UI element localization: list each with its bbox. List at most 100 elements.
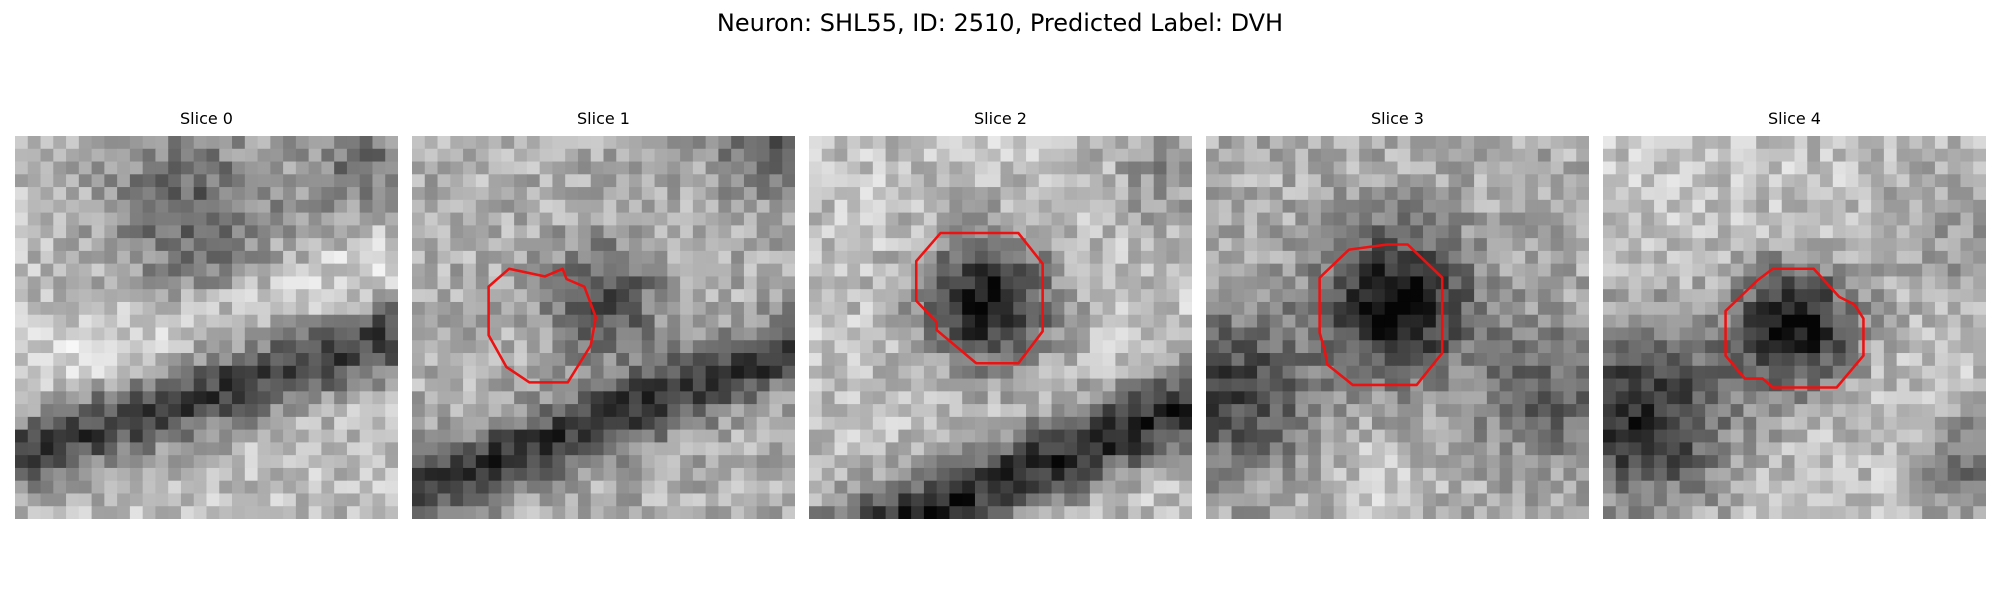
pixel: [692, 238, 707, 252]
pixel: [117, 327, 131, 341]
pixel: [974, 301, 989, 316]
pixel: [731, 289, 745, 303]
pixel: [1845, 250, 1859, 265]
pixel: [142, 161, 156, 175]
pixel: [680, 404, 694, 418]
pixel: [1768, 199, 1783, 214]
pixel: [1448, 327, 1462, 341]
pixel: [501, 467, 515, 482]
pixel: [1346, 391, 1360, 405]
pixel: [437, 391, 451, 405]
pixel: [1603, 416, 1617, 431]
pixel: [692, 378, 707, 392]
pixel: [680, 378, 694, 392]
pixel: [1807, 174, 1821, 188]
pixel: [463, 442, 477, 456]
pixel: [308, 314, 322, 329]
pixel: [1166, 391, 1180, 405]
pixel: [1346, 148, 1360, 163]
pixel: [1973, 480, 1986, 494]
pixel: [1960, 161, 1974, 175]
pixel: [1115, 404, 1129, 418]
pixel: [66, 404, 80, 418]
pixel: [1346, 429, 1360, 443]
pixel: [1768, 493, 1783, 507]
slice-title: Slice 4: [1768, 109, 1821, 128]
pixel: [1026, 314, 1040, 329]
pixel: [654, 327, 668, 341]
pixel: [1038, 455, 1053, 469]
pixel: [1166, 429, 1180, 443]
pixel: [53, 353, 67, 367]
pixel: [898, 314, 912, 329]
pixel: [1756, 327, 1770, 341]
pixel: [1499, 404, 1513, 418]
pixel: [1206, 391, 1220, 405]
pixel: [718, 225, 732, 239]
pixel: [1820, 263, 1834, 277]
pixel: [117, 187, 131, 201]
pixel: [155, 136, 169, 150]
pixel: [1537, 225, 1552, 239]
pixel: [1077, 263, 1091, 277]
pixel: [1781, 391, 1796, 405]
pixel: [1576, 493, 1589, 507]
pixel: [1666, 148, 1681, 163]
pixel: [987, 136, 1002, 150]
pixel: [1051, 480, 1065, 494]
pixel: [1038, 365, 1053, 380]
pixel: [1128, 365, 1142, 380]
pixel: [463, 327, 477, 341]
pixel: [488, 250, 502, 265]
pixel: [1282, 314, 1296, 329]
pixel: [244, 442, 259, 456]
pixel: [603, 493, 617, 507]
pixel: [821, 416, 836, 431]
pixel: [872, 148, 887, 163]
pixel: [1679, 263, 1693, 277]
pixel: [1410, 365, 1424, 380]
pixel: [257, 212, 271, 226]
pixel: [809, 187, 823, 201]
pixel: [206, 314, 220, 329]
pixel: [860, 161, 874, 175]
pixel: [1346, 416, 1360, 431]
pixel: [731, 353, 745, 367]
pixel: [1231, 187, 1245, 201]
pixel: [1666, 429, 1681, 443]
pixel: [539, 289, 553, 303]
pixel: [641, 250, 656, 265]
pixel: [565, 327, 579, 341]
pixel: [193, 391, 208, 405]
pixel: [321, 238, 335, 252]
pixel: [654, 225, 668, 239]
pixel: [463, 416, 477, 431]
pixel: [1269, 506, 1284, 519]
pixel: [1218, 340, 1233, 354]
pixel: [1206, 136, 1220, 150]
pixel: [424, 199, 439, 214]
pixel: [1820, 467, 1834, 482]
pixel: [616, 250, 630, 265]
pixel: [463, 340, 477, 354]
pixel: [1768, 404, 1783, 418]
pixel: [1512, 455, 1526, 469]
pixel: [91, 136, 105, 150]
pixel: [1654, 187, 1668, 201]
pixel: [15, 493, 29, 507]
pixel: [898, 404, 912, 418]
pixel: [629, 404, 643, 418]
pixel: [603, 391, 617, 405]
pixel: [743, 250, 758, 265]
pixel: [1858, 455, 1872, 469]
pixel: [385, 263, 398, 277]
pixel: [1730, 353, 1744, 367]
pixel: [1320, 416, 1335, 431]
pixel: [526, 238, 541, 252]
pixel: [1089, 148, 1104, 163]
pixel: [1960, 238, 1974, 252]
pixel: [66, 365, 80, 380]
pixel: [1179, 506, 1192, 519]
pixel: [1615, 301, 1630, 316]
pixel: [1730, 480, 1744, 494]
